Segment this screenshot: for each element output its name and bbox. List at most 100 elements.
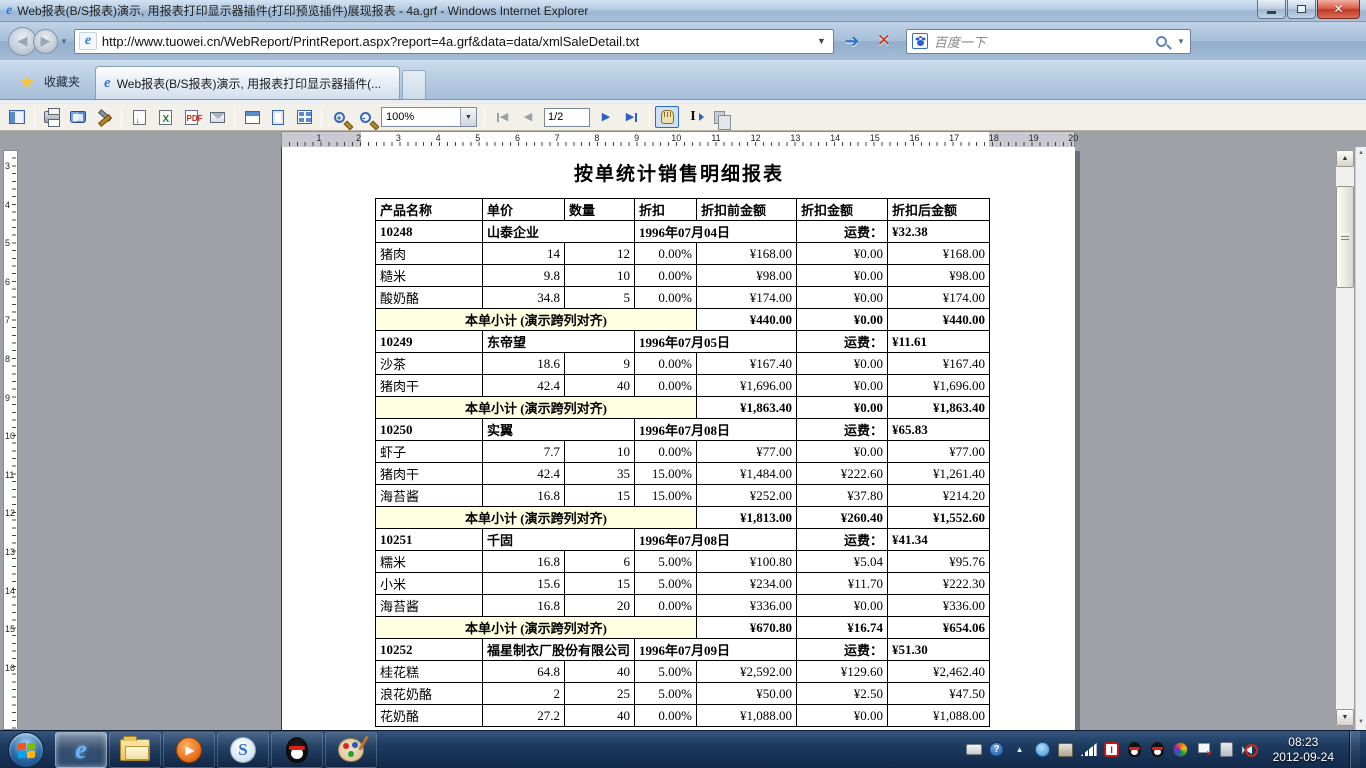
restore-button[interactable] [1287, 0, 1316, 19]
first-page-button[interactable]: ◀ [490, 106, 514, 128]
taskbar-clock[interactable]: 08:23 2012-09-24 [1265, 735, 1342, 765]
excel-icon: X [158, 109, 172, 125]
subtotal-value-cell: ¥1,863.40 [887, 396, 991, 419]
print-button[interactable] [40, 106, 64, 128]
detail-cell: ¥50.00 [696, 682, 798, 705]
copy-page-button[interactable] [707, 106, 731, 130]
tray-qq-icon-1[interactable] [1128, 742, 1142, 757]
print-setup-button[interactable] [92, 106, 116, 128]
detail-row: 沙茶 18.6 9 0.00% ¥167.40 ¥0.00 ¥167.40 [375, 352, 991, 375]
export-pdf-button[interactable]: PDF [179, 106, 203, 128]
column-header-cell: 单价 [482, 198, 565, 221]
taskbar-qq-button[interactable] [271, 731, 323, 768]
fit-width-button[interactable] [240, 106, 264, 128]
taskbar-explorer-button[interactable] [109, 731, 161, 768]
fit-page-button[interactable] [266, 106, 290, 128]
tray-keyboard-icon[interactable] [965, 744, 982, 755]
history-dropdown-icon[interactable]: ▼ [60, 36, 68, 46]
browser-scroll-down-icon[interactable]: ▼ [1358, 719, 1364, 725]
ruler-number: 20 [1068, 133, 1079, 143]
browser-tab-active[interactable]: e Web报表(B/S报表)演示, 用报表打印显示器插件(... [95, 66, 401, 99]
pdf-icon: PDF [184, 109, 203, 125]
detail-cell: ¥100.80 [696, 550, 798, 573]
back-button[interactable]: ◀ [8, 26, 37, 56]
detail-cell: ¥2,462.40 [887, 660, 991, 683]
tray-ime-icon[interactable] [1058, 742, 1074, 757]
detail-row: 海苔酱 16.8 20 0.00% ¥336.00 ¥0.00 ¥336.00 [375, 594, 991, 617]
detail-cell: 小米 [375, 572, 483, 595]
prev-page-button[interactable]: ◀ [516, 106, 540, 128]
last-page-button[interactable]: ▶ [620, 106, 644, 128]
detail-cell: 0.00% [634, 286, 698, 309]
detail-cell: ¥5.04 [796, 550, 889, 573]
detail-cell: ¥1,088.00 [696, 704, 798, 727]
tray-help-icon[interactable]: ? [989, 742, 1005, 757]
new-tab-button[interactable] [402, 70, 427, 99]
detail-cell: 16.8 [482, 594, 565, 617]
tray-volume-muted-icon[interactable] [1241, 742, 1258, 757]
url-text[interactable]: http://www.tuowei.cn/WebReport/PrintRepo… [101, 33, 640, 49]
multi-page-button[interactable] [292, 106, 316, 128]
hand-tool-button[interactable] [655, 106, 679, 128]
zoom-select[interactable]: 100% ▼ [381, 107, 477, 127]
vertical-scrollbar[interactable]: ▲ ▼ [1336, 150, 1354, 726]
export-excel-button[interactable]: X [153, 106, 177, 128]
detail-cell: 5.00% [634, 660, 698, 683]
page-number-input[interactable] [544, 107, 590, 127]
detail-cell: 25 [563, 682, 636, 705]
zoom-in-icon: + [333, 111, 345, 123]
start-button[interactable] [8, 731, 44, 768]
print-preview-button[interactable] [66, 106, 90, 128]
subtotal-row: 本单小计 (演示跨列对齐) ¥1,863.40 ¥0.00 ¥1,863.40 [374, 396, 991, 419]
detail-cell: 6 [563, 550, 636, 573]
tray-network-signal-icon[interactable] [1080, 743, 1097, 756]
tray-browser-icon[interactable] [1173, 742, 1189, 757]
show-desktop-button[interactable] [1349, 730, 1360, 768]
tray-qq-icon-2[interactable] [1151, 742, 1165, 757]
forward-button[interactable]: ▶ [33, 28, 58, 54]
text-select-tool-button[interactable]: I [681, 106, 706, 128]
browser-scroll-up-icon[interactable]: ▲ [1358, 150, 1364, 156]
detail-cell: 沙茶 [375, 352, 483, 375]
detail-cell: ¥0.00 [796, 264, 889, 287]
freight-label-cell: 运费： [796, 528, 889, 551]
search-box[interactable]: 百度一下 ▼ [905, 28, 1191, 54]
tray-security-icon[interactable]: I [1104, 742, 1120, 757]
address-dropdown-icon[interactable]: ▼ [817, 36, 826, 46]
close-button[interactable]: ✕ [1317, 0, 1360, 19]
zoom-out-button[interactable]: - [353, 106, 377, 128]
address-bar[interactable]: e http://www.tuowei.cn/WebReport/PrintRe… [73, 28, 834, 54]
detail-cell: 16.8 [482, 550, 565, 573]
scroll-up-button[interactable]: ▲ [1336, 150, 1354, 167]
go-button[interactable]: ➜ [844, 30, 860, 51]
subtotal-label-cell: 本单小计 (演示跨列对齐) [374, 396, 698, 419]
detail-row: 桂花糕 64.8 40 5.00% ¥2,592.00 ¥129.60 ¥2,462.40 [375, 660, 991, 683]
taskbar-paint-button[interactable] [325, 731, 377, 768]
tray-sogou-icon[interactable] [1035, 742, 1051, 757]
taskbar-sogou-button[interactable]: S [217, 731, 269, 768]
favorites-button[interactable]: ★ 收藏夹 [8, 66, 91, 97]
search-dropdown-icon[interactable]: ▼ [1177, 36, 1185, 46]
taskbar-mediaplayer-button[interactable]: ▶ [163, 731, 215, 768]
detail-cell: ¥222.60 [796, 462, 889, 485]
zoom-dropdown-icon[interactable]: ▼ [460, 108, 476, 126]
next-page-button[interactable]: ▶ [594, 106, 618, 128]
tray-expand-icon[interactable]: ▲ [1015, 745, 1024, 754]
search-icon[interactable] [1156, 35, 1167, 47]
detail-cell: 40 [563, 704, 636, 727]
taskbar-ie-button[interactable]: e [55, 731, 107, 768]
order-id-cell: 10251 [375, 528, 483, 551]
tray-clipboard-icon[interactable] [1220, 742, 1234, 757]
minimize-button[interactable] [1257, 0, 1286, 19]
export-file-button[interactable]: ↓ [127, 106, 151, 128]
search-placeholder[interactable]: 百度一下 [933, 34, 986, 50]
stop-button[interactable]: ✕ [876, 31, 892, 50]
scroll-down-button[interactable]: ▼ [1336, 709, 1354, 726]
ruler-number: 11 [711, 133, 721, 143]
tray-action-center-icon[interactable] [1197, 742, 1213, 758]
email-button[interactable] [205, 106, 229, 128]
browser-scrollbar[interactable]: ▲ ▼ [1355, 147, 1366, 730]
zoom-in-button[interactable]: + [327, 106, 351, 128]
scrollbar-thumb[interactable] [1336, 186, 1354, 288]
parameter-panel-button[interactable] [5, 106, 29, 128]
